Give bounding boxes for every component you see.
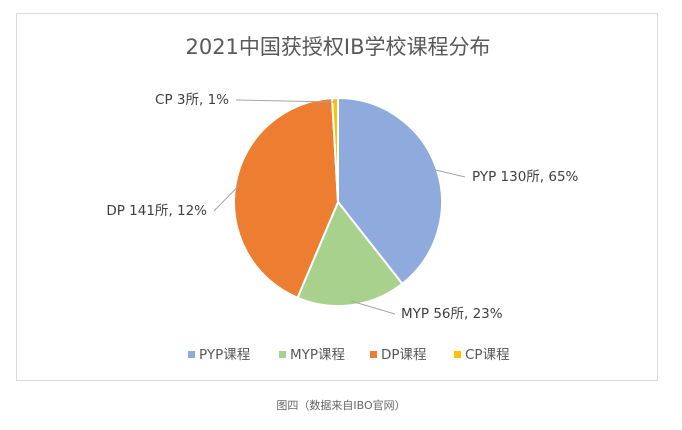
- pie-chart: 2021中国获授权IB学校课程分布 PYP 130所, 65% MYP 56所, …: [106, 35, 578, 363]
- data-label-3: DP 141所, 12%: [106, 203, 207, 219]
- data-labels: PYP 130所, 65% MYP 56所, 23% DP 141所, 12% CP …: [106, 92, 578, 322]
- legend-swatch-3: [370, 351, 377, 358]
- legend-swatch-2: [279, 351, 286, 358]
- legend-label-1: PYP课程: [199, 347, 250, 363]
- leader-line-3: [213, 184, 240, 212]
- pie-slices: [233, 96, 443, 307]
- legend: PYP课程 MYP课程 DP课程 CP课程: [188, 347, 510, 363]
- leader-line-2: [351, 300, 396, 315]
- legend-swatch-1: [188, 351, 195, 358]
- leader-lines: [213, 99, 466, 315]
- data-label-1: PYP 130所, 65%: [472, 169, 579, 185]
- pie-slice-1: [337, 96, 443, 286]
- data-label-2: MYP 56所, 23%: [401, 306, 503, 322]
- legend-label-3: DP课程: [381, 347, 427, 363]
- leader-line-4: [235, 99, 336, 103]
- data-label-4: CP 3所, 1%: [155, 92, 229, 108]
- figure-caption: 图四（数据来自IBO官网）: [276, 399, 406, 412]
- legend-label-2: MYP课程: [290, 347, 345, 363]
- pie-slice-2: [296, 200, 404, 307]
- chart-title: 2021中国获授权IB学校课程分布: [185, 35, 490, 59]
- leader-line-1: [432, 168, 466, 178]
- legend-swatch-4: [454, 351, 461, 358]
- chart-frame: 2021中国获授权IB学校课程分布 PYP 130所, 65% MYP 56所, …: [16, 13, 658, 381]
- pie-slice-3: [233, 97, 340, 300]
- pie-slice-4: [331, 96, 339, 203]
- legend-label-4: CP课程: [465, 347, 510, 363]
